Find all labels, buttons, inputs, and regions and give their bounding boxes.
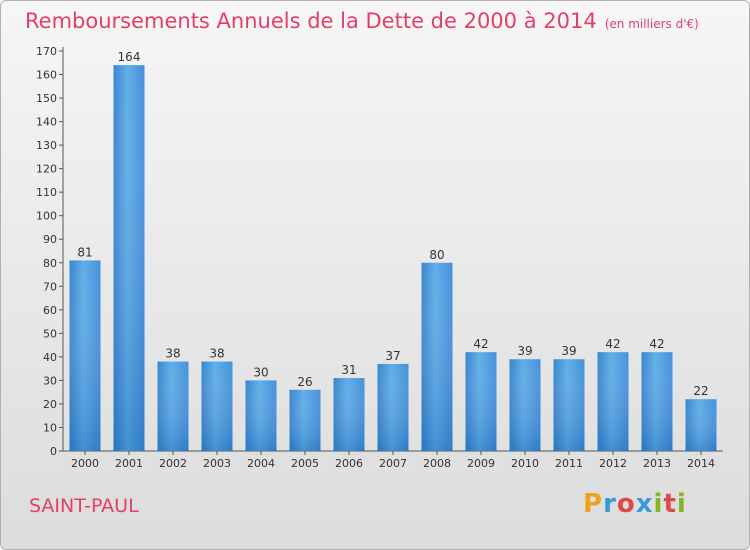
x-tick-label: 2012: [599, 457, 627, 470]
y-tick-label: 20: [43, 398, 57, 411]
bar-2009: [465, 352, 497, 451]
logo-letter: o: [616, 489, 636, 519]
y-tick-label: 60: [43, 304, 57, 317]
bar-2011: [553, 359, 585, 451]
y-tick-label: 140: [36, 116, 57, 129]
y-tick-label: 70: [43, 280, 57, 293]
chart-subtitle: (en milliers d'€): [604, 17, 699, 31]
bar-shade: [421, 262, 453, 451]
bar-shade: [641, 352, 673, 451]
bar-2012: [597, 352, 629, 451]
x-tick-label: 2010: [511, 457, 539, 470]
x-tick-label: 2000: [71, 457, 99, 470]
bar-2006: [333, 378, 365, 451]
bar-2001: [113, 65, 145, 451]
data-label: 42: [473, 337, 488, 351]
x-tick-label: 2005: [291, 457, 319, 470]
y-tick-label: 130: [36, 139, 57, 152]
bar-2005: [289, 389, 321, 451]
data-label: 39: [561, 344, 576, 358]
data-label: 164: [118, 50, 141, 64]
y-tick-label: 0: [50, 445, 57, 458]
bar-2000: [69, 260, 101, 451]
y-tick-label: 160: [36, 69, 57, 82]
data-label: 37: [385, 349, 400, 363]
y-tick-label: 100: [36, 210, 57, 223]
x-tick-label: 2007: [379, 457, 407, 470]
bar-shade: [245, 380, 277, 451]
x-tick-label: 2013: [643, 457, 671, 470]
chart-title: Remboursements Annuels de la Dette de 20…: [25, 9, 699, 33]
bar-2003: [201, 361, 233, 451]
bars: 81 164 38 38 30 26 31 37 80 42 39 39 42 42 22: [69, 50, 717, 451]
logo-letter: P: [583, 489, 604, 519]
x-tick-label: 2006: [335, 457, 363, 470]
x-tick-label: 2002: [159, 457, 187, 470]
x-tick-label: 2014: [687, 457, 715, 470]
y-tick-label: 150: [36, 92, 57, 105]
bar-shade: [509, 359, 541, 451]
x-tick-label: 2011: [555, 457, 583, 470]
axes: 0 10 20 30 40 50 60 70 80 90 100 110 120 130 140 150 160…: [36, 45, 723, 470]
proxiti-logo: Proxiti: [583, 489, 687, 519]
bar-2002: [157, 361, 189, 451]
bar-shade: [685, 399, 717, 451]
bar-shade: [377, 363, 409, 451]
bar-shade: [333, 378, 365, 451]
x-tick-label: 2008: [423, 457, 451, 470]
chart-title-text: Remboursements Annuels de la Dette de 20…: [25, 9, 597, 33]
x-tick-label: 2009: [467, 457, 495, 470]
logo-letter: i: [676, 489, 687, 519]
logo-letter: r: [603, 489, 617, 519]
data-label: 26: [297, 375, 312, 389]
bar-shade: [465, 352, 497, 451]
logo-letter: t: [663, 489, 677, 519]
x-tick-label: 2003: [203, 457, 231, 470]
x-tick-label: 2001: [115, 457, 143, 470]
bar-shade: [157, 361, 189, 451]
data-label: 80: [429, 248, 444, 262]
bar-2007: [377, 363, 409, 451]
y-tick-label: 170: [36, 45, 57, 58]
logo-letter: i: [653, 489, 664, 519]
data-label: 22: [693, 384, 708, 398]
data-label: 42: [605, 337, 620, 351]
bar-shade: [553, 359, 585, 451]
y-tick-label: 50: [43, 327, 57, 340]
data-label: 81: [77, 245, 92, 259]
bar-shade: [113, 65, 145, 451]
y-tick-label: 120: [36, 163, 57, 176]
data-label: 31: [341, 363, 356, 377]
data-label: 38: [165, 347, 180, 361]
logo-letter: x: [635, 489, 654, 519]
y-tick-label: 10: [43, 421, 57, 434]
bar-2004: [245, 380, 277, 451]
y-tick-label: 80: [43, 257, 57, 270]
bar-2010: [509, 359, 541, 451]
y-tick-label: 110: [36, 186, 57, 199]
data-label: 30: [253, 365, 268, 379]
bar-shade: [69, 260, 101, 451]
data-label: 39: [517, 344, 532, 358]
data-label: 42: [649, 337, 664, 351]
bar-2013: [641, 352, 673, 451]
y-tick-label: 90: [43, 233, 57, 246]
city-name: SAINT-PAUL: [29, 495, 139, 517]
bar-2008: [421, 262, 453, 451]
bar-2014: [685, 399, 717, 451]
y-tick-label: 40: [43, 351, 57, 364]
x-tick-label: 2004: [247, 457, 275, 470]
bar-shade: [597, 352, 629, 451]
bar-shade: [289, 389, 321, 451]
bar-shade: [201, 361, 233, 451]
y-tick-label: 30: [43, 374, 57, 387]
data-label: 38: [209, 347, 224, 361]
